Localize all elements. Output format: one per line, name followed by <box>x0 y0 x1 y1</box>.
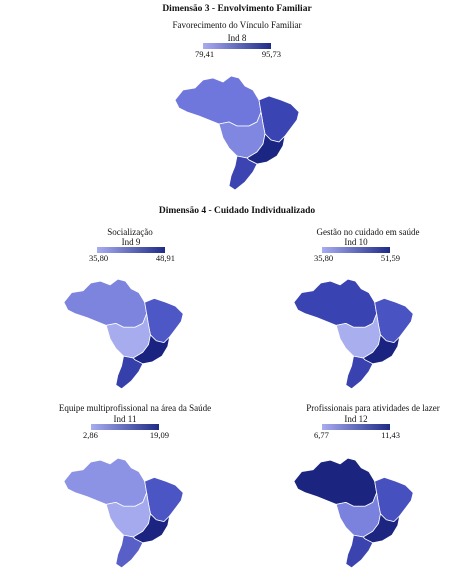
brazil-map <box>62 450 187 575</box>
legend-max: 48,91 <box>156 253 175 263</box>
brazil-map <box>292 272 417 395</box>
brazil-map <box>292 450 417 575</box>
legend-indicator: Ind 12 <box>322 414 390 424</box>
legend-min: 2,86 <box>83 430 98 440</box>
map-legend: Ind 8 79,41 95,73 <box>203 33 271 59</box>
legend-max: 95,73 <box>262 49 281 59</box>
map-legend: Ind 10 35,80 51,59 <box>322 237 390 263</box>
map-subtitle: Equipe multiprofissional na área da Saúd… <box>20 403 250 413</box>
map-subtitle: Gestão no cuidado em saúde <box>268 227 468 237</box>
legend-indicator: Ind 11 <box>91 414 159 424</box>
legend-max: 11,43 <box>381 430 400 440</box>
legend-indicator: Ind 8 <box>203 33 271 43</box>
region-norte <box>64 279 147 327</box>
legend-min: 35,80 <box>314 253 333 263</box>
legend-max: 51,59 <box>381 253 400 263</box>
legend-min: 79,41 <box>195 49 214 59</box>
section-title-dimensao-3: Dimensão 3 - Envolvimento Familiar <box>0 4 474 14</box>
map-legend: Ind 11 2,86 19,09 <box>91 414 159 440</box>
legend-indicator: Ind 9 <box>97 237 165 247</box>
legend-min: 35,80 <box>89 253 108 263</box>
region-norte <box>175 76 261 126</box>
region-norte <box>64 458 147 506</box>
region-norte <box>294 458 377 506</box>
map-subtitle: Profissionais para atividades de lazer <box>278 403 468 413</box>
section-title-dimensao-4: Dimensão 4 - Cuidado Individualizado <box>0 206 474 216</box>
brazil-map <box>62 272 187 395</box>
map-legend: Ind 12 6,77 11,43 <box>322 414 390 440</box>
map-subtitle: Socialização <box>60 227 200 237</box>
map-legend: Ind 9 35,80 48,91 <box>97 237 165 263</box>
brazil-map <box>173 70 303 195</box>
legend-indicator: Ind 10 <box>322 237 390 247</box>
map-subtitle: Favorecimento do Vínculo Familiar <box>137 20 337 30</box>
legend-min: 6,77 <box>314 430 329 440</box>
region-norte <box>294 279 377 327</box>
legend-max: 19,09 <box>150 430 169 440</box>
